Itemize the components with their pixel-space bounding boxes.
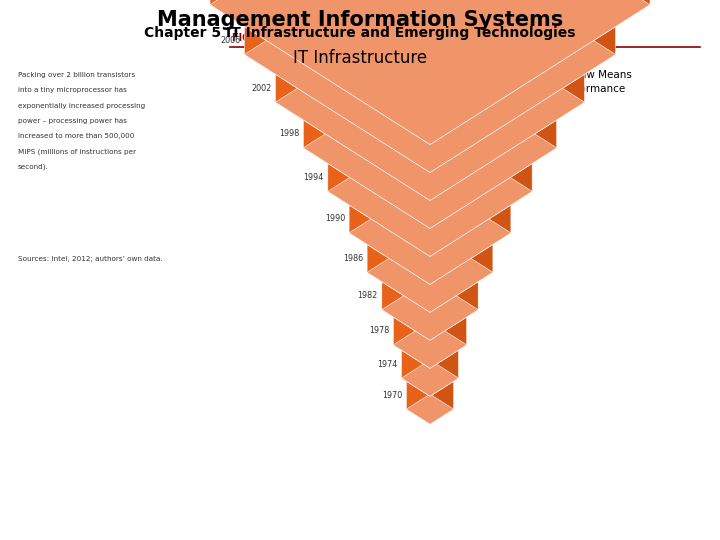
- Text: 1982: 1982: [358, 291, 378, 300]
- Text: into a tiny microprocessor has: into a tiny microprocessor has: [18, 87, 127, 93]
- Text: 1998: 1998: [279, 130, 300, 138]
- Text: 1994: 1994: [304, 173, 324, 182]
- Text: 1974: 1974: [377, 360, 397, 369]
- Text: MIPS (millions of instructions per: MIPS (millions of instructions per: [18, 148, 136, 154]
- Text: exponentially increased processing: exponentially increased processing: [18, 103, 145, 109]
- Polygon shape: [210, 0, 430, 145]
- Text: 1990: 1990: [325, 214, 345, 224]
- Polygon shape: [367, 245, 430, 312]
- Text: 2006: 2006: [220, 36, 240, 45]
- Polygon shape: [210, 0, 650, 145]
- Text: Management Information Systems: Management Information Systems: [157, 10, 563, 30]
- Polygon shape: [393, 322, 467, 368]
- Text: Chapter 5 IT Infrastructure and Emerging Technologies: Chapter 5 IT Infrastructure and Emerging…: [144, 26, 576, 40]
- Polygon shape: [430, 74, 585, 200]
- Text: 1970: 1970: [382, 391, 402, 400]
- Polygon shape: [382, 279, 478, 340]
- Text: increased to more than 500,000: increased to more than 500,000: [18, 133, 135, 139]
- Polygon shape: [430, 164, 532, 256]
- Text: Packing over 2 billion transistors: Packing over 2 billion transistors: [18, 72, 135, 78]
- Polygon shape: [430, 0, 650, 145]
- Text: Copyright © 2013 Pearson Canada Inc.: Copyright © 2013 Pearson Canada Inc.: [13, 514, 244, 527]
- Polygon shape: [402, 360, 459, 396]
- Polygon shape: [430, 26, 616, 172]
- Polygon shape: [349, 181, 511, 285]
- Text: Moore’s law and microprocessor performance.: Moore’s law and microprocessor performan…: [300, 33, 526, 43]
- Polygon shape: [328, 126, 532, 256]
- Polygon shape: [382, 282, 430, 340]
- Polygon shape: [303, 68, 557, 228]
- Polygon shape: [402, 350, 430, 396]
- Text: 5-12: 5-12: [675, 514, 707, 527]
- Polygon shape: [244, 0, 616, 172]
- Text: IT Infrastructure: IT Infrastructure: [293, 49, 427, 66]
- Polygon shape: [406, 394, 454, 424]
- Text: second).: second).: [18, 163, 49, 170]
- Polygon shape: [367, 232, 493, 312]
- Polygon shape: [430, 381, 454, 424]
- Text: Moore’s Law Means
More Performance: Moore’s Law Means More Performance: [530, 70, 632, 94]
- Polygon shape: [430, 350, 459, 396]
- Text: 2002: 2002: [251, 84, 271, 93]
- Polygon shape: [349, 205, 430, 285]
- Text: Sources: Intel, 2012; authors’ own data.: Sources: Intel, 2012; authors’ own data.: [18, 256, 163, 262]
- Polygon shape: [430, 205, 511, 285]
- Text: 1986: 1986: [343, 254, 363, 263]
- Text: Number of transistors: Number of transistors: [506, 24, 598, 78]
- Text: power – processing power has: power – processing power has: [18, 118, 127, 124]
- Polygon shape: [303, 120, 430, 228]
- Polygon shape: [430, 245, 493, 312]
- Polygon shape: [393, 317, 430, 368]
- Text: Processing power (MIPS): Processing power (MIPS): [259, 26, 361, 86]
- Polygon shape: [276, 4, 585, 200]
- Text: 1978: 1978: [369, 327, 390, 335]
- Polygon shape: [430, 120, 557, 228]
- Polygon shape: [430, 317, 467, 368]
- Polygon shape: [276, 74, 430, 200]
- Polygon shape: [406, 381, 430, 424]
- Text: FIGURE 5-4: FIGURE 5-4: [232, 33, 293, 43]
- Polygon shape: [430, 282, 478, 340]
- Polygon shape: [328, 164, 430, 256]
- Polygon shape: [244, 26, 430, 172]
